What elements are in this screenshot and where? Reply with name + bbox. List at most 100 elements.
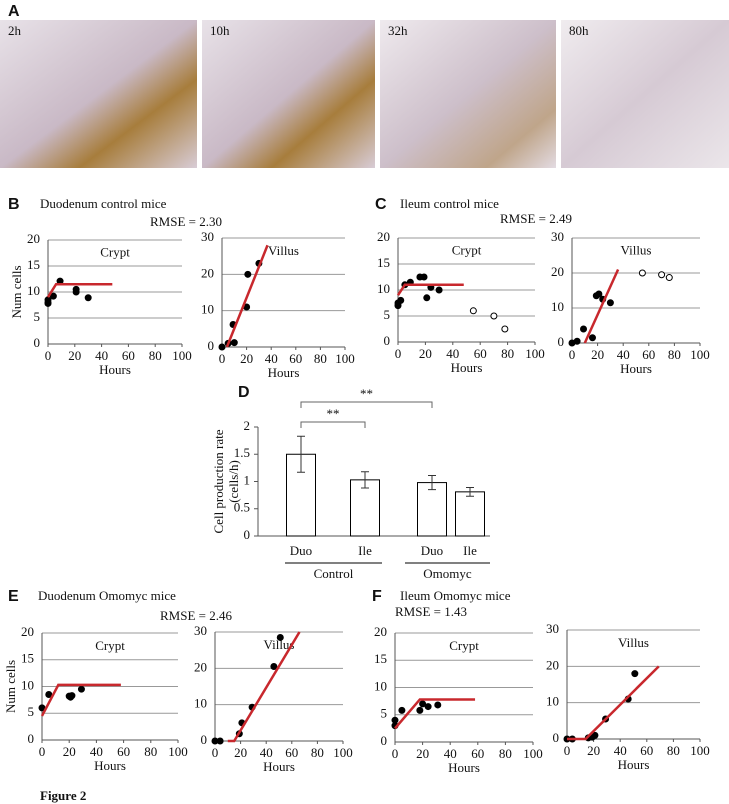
data-point (397, 296, 405, 304)
x-tick-label: 0 (569, 347, 576, 362)
significance-bracket (300, 421, 366, 428)
y-tick-label: 0.5 (234, 500, 250, 515)
significance-label: ** (360, 386, 373, 401)
panel-title: Ileum control mice (400, 196, 499, 211)
x-tick-label: 0 (392, 746, 399, 761)
x-tick-label: 60 (117, 744, 130, 759)
data-point (419, 700, 427, 708)
x-axis-label: Hours (448, 760, 480, 775)
y-tick-label: 5 (28, 704, 35, 719)
fit-line (396, 283, 464, 296)
x-tick-label: 100 (168, 744, 188, 759)
y-tick-label: 5 (34, 309, 41, 324)
x-tick-label: 80 (144, 744, 157, 759)
open-point (665, 274, 673, 282)
y-tick-label: 10 (21, 677, 34, 692)
data-point (435, 286, 443, 294)
chart-label: Villus (268, 243, 299, 258)
x-tick-label: 60 (642, 347, 655, 362)
data-point (45, 691, 53, 699)
data-point (276, 633, 284, 641)
bar (350, 479, 380, 537)
x-tick-label: 0 (39, 744, 46, 759)
data-point (424, 703, 432, 711)
error-bar (297, 435, 305, 473)
y-tick-label: 20 (27, 231, 40, 246)
image-label: 10h (210, 23, 230, 38)
x-tick-label: 20 (591, 347, 604, 362)
y-axis-label: (cells/h) (226, 460, 241, 503)
y-axis-label: Num cells (9, 265, 24, 318)
x-tick-label: Ile (358, 543, 372, 558)
tissue-image (202, 20, 375, 168)
panel-title: Ileum Omomyc mice (400, 588, 511, 603)
fit-line (225, 244, 269, 348)
y-axis-label: Cell production rate (211, 429, 226, 533)
data-point (580, 325, 588, 333)
panel-letter: F (372, 588, 382, 605)
y-tick-label: 15 (374, 651, 387, 666)
x-tick-label: 20 (240, 351, 253, 366)
x-axis-label: Hours (263, 759, 295, 774)
label-box (442, 243, 491, 260)
x-tick-label: Ile (463, 543, 477, 558)
chart-label: Crypt (95, 638, 125, 653)
error-bar (466, 486, 474, 497)
x-tick-label: 20 (63, 744, 76, 759)
chart-label: Villus (620, 243, 651, 258)
y-tick-label: 20 (194, 659, 207, 674)
x-tick-label: 60 (474, 346, 487, 361)
chart-label: Villus (618, 635, 649, 650)
y-tick-label: 30 (546, 621, 559, 636)
data-point (49, 292, 57, 300)
data-point (631, 670, 639, 678)
x-tick-label: 80 (149, 348, 162, 363)
data-point (44, 298, 52, 306)
x-tick-label: 20 (419, 346, 432, 361)
data-point (398, 706, 406, 714)
x-tick-label: 80 (499, 746, 512, 761)
y-tick-label: 20 (551, 264, 564, 279)
x-tick-label: 20 (234, 745, 247, 760)
x-tick-label: 40 (617, 347, 630, 362)
error-bar (428, 475, 436, 491)
x-axis-label: Hours (268, 365, 300, 380)
y-axis-label: Num cells (3, 660, 18, 713)
fit-line (40, 683, 121, 717)
fit-line (567, 665, 660, 741)
chart-label: Crypt (449, 638, 479, 653)
y-tick-label: 15 (27, 257, 40, 272)
image-label: 32h (388, 23, 408, 38)
x-tick-label: 20 (587, 743, 600, 758)
chart-label: Villus (263, 637, 294, 652)
x-tick-label: 40 (614, 743, 627, 758)
label-box (440, 639, 488, 656)
x-tick-label: 100 (690, 347, 710, 362)
rmse-annotation: RMSE = 2.46 (160, 608, 232, 623)
data-point (423, 294, 431, 302)
x-tick-label: 40 (446, 346, 459, 361)
y-tick-label: 0 (553, 730, 560, 745)
x-axis-label: Hours (451, 360, 483, 375)
group-label: Control (314, 566, 354, 581)
data-point (230, 339, 238, 347)
y-tick-label: 10 (374, 678, 387, 693)
x-tick-label: 40 (260, 745, 273, 760)
x-tick-label: 100 (525, 346, 545, 361)
panel-letter: C (375, 196, 387, 213)
y-tick-label: 0 (381, 733, 388, 748)
y-tick-label: 20 (201, 265, 214, 280)
y-tick-label: 2 (244, 418, 251, 433)
x-tick-label: 0 (212, 745, 219, 760)
x-tick-label: 80 (311, 745, 324, 760)
data-point (591, 731, 599, 739)
label-box (259, 244, 308, 261)
image-label: 80h (569, 23, 589, 38)
error-bar (361, 471, 369, 489)
x-tick-label: 0 (219, 351, 226, 366)
x-axis-label: Hours (620, 361, 652, 376)
x-tick-label: 100 (172, 348, 192, 363)
y-tick-label: 10 (551, 299, 564, 314)
y-tick-label: 30 (551, 229, 564, 244)
x-tick-label: 60 (122, 348, 135, 363)
